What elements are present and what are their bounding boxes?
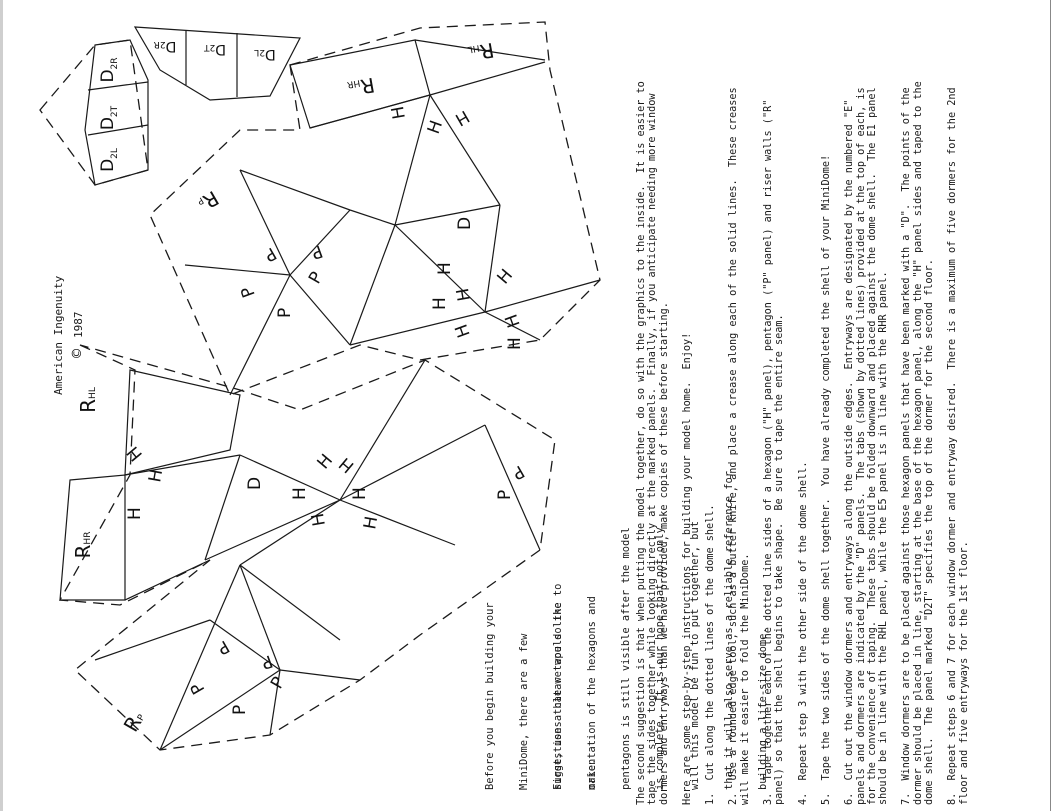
label-d2l: D2L [98,148,120,172]
step-1: 1. Cut along the dotted lines of the dom… [705,504,717,805]
label-d2r: D2R [98,57,120,82]
label-h-16: H [290,487,310,500]
suggestion-2: The second suggestion is that when putti… [636,81,670,805]
intro-line: Before you begin building your [483,602,496,790]
label-p-8: P [214,636,233,658]
label-d2t: D2T [98,105,120,130]
step-3: 3. Tape together each of the dotted line… [763,99,786,805]
label-p-9: P [259,650,275,672]
label-h-9: H [452,321,475,340]
step-5: 5. Tape the two sides of the dome shell … [820,154,832,805]
label-h-3: H [424,118,447,137]
step-2: 2. Use a rounded edge tool, such as a bu… [728,87,751,805]
label-p-11: P [230,705,250,715]
label-h-19: H [360,515,382,531]
label-p-4: P [275,308,295,318]
instructions: The second suggestion is that when putti… [636,10,982,805]
step-7: 7. Window dormers are to be placed again… [901,81,936,805]
shell-section-lower [58,344,556,751]
intro-line: orientation of the hexagons and [586,596,599,790]
intro-line: MiniDome, there are a few [518,633,531,790]
step-6: 6. Cut out the window dormers and entryw… [844,87,890,805]
label-rp-upper: RP [194,186,223,217]
label-p-3: P [237,284,259,300]
label-h-18: H [350,487,370,500]
label-d2t-small: D2T [204,41,227,57]
label-h-15: H [336,453,359,477]
instructions-lead: Here are some step-by-step instructions … [681,332,693,805]
panel-labels: D2R D2T D2L D2R D2T D2L RHL RHR RP RHL R… [71,38,528,736]
page-border [1050,0,1051,811]
label-d-2: D [245,477,265,490]
label-rhl-upper: RHL [466,38,495,66]
label-rhr-upper: RHR [346,73,377,101]
label-h-17: H [308,512,330,528]
label-h-14: H [314,451,338,474]
label-h-5: H [494,266,518,289]
intro-line: pentagons is still visible after the mod… [620,527,633,790]
shell-section-upper [149,21,601,396]
label-p-12: P [267,674,289,693]
step-4: 4. Repeat step 3 with the other side of … [797,461,809,805]
label-h-2: H [451,106,472,130]
label-h-6: H [453,287,475,303]
label-h-13: H [125,507,145,520]
credit-year: 1987 [72,311,85,339]
label-h-1: H [388,105,410,121]
label-p-7: P [495,490,515,500]
dormer-template-small [133,26,301,101]
page-edge [0,0,3,811]
label-d-1: D [455,217,475,230]
label-h-10: H [505,337,525,350]
label-d2l-small: D2L [254,46,276,62]
intro-line: First, use a clear tape so the [551,602,564,790]
label-rhr-lower: RHR [71,532,95,559]
label-rhl-lower: RHL [76,387,100,413]
label-h-4: H [435,262,455,275]
label-h-12: H [145,468,167,484]
label-p-5: P [305,269,327,288]
step-8: 8. Repeat steps 6 and 7 for each window … [947,87,970,805]
label-p-6: P [509,461,528,483]
credit-copyright: © [68,348,86,358]
label-h-8: H [502,311,525,330]
credit-company: American Ingenuity [52,275,65,395]
label-d2r-small: D2R [154,38,177,54]
label-rp-lower: RP [119,707,150,736]
dormer-template-large [39,39,149,186]
label-h-7: H [430,297,450,310]
